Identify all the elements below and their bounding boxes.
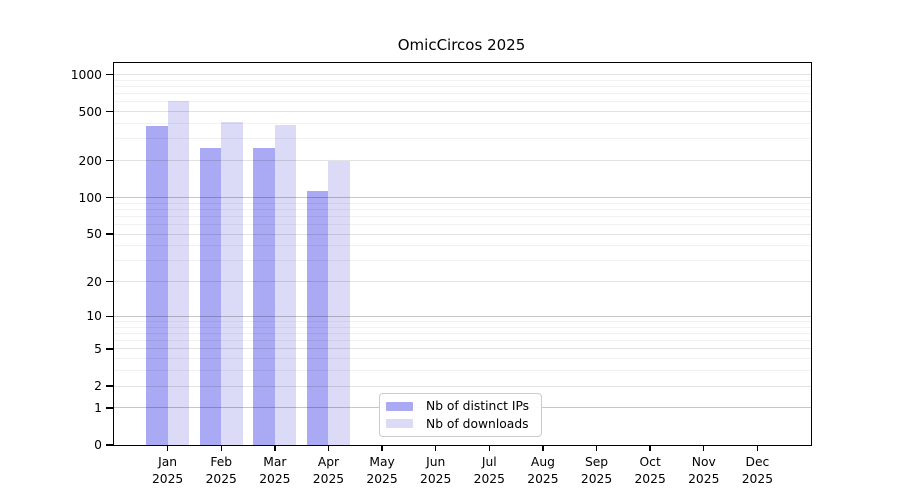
legend-item-distinct-ips: Nb of distinct IPs: [386, 399, 535, 413]
chart-title: OmicCircos 2025: [397, 36, 526, 54]
x-axis-tick-label: Aug 2025: [527, 455, 559, 486]
x-axis-tick-label: Nov 2025: [688, 455, 720, 486]
gridline-y-3: [114, 370, 811, 372]
legend: Nb of distinct IPs Nb of downloads: [379, 393, 542, 437]
x-axis-tick: [381, 445, 383, 451]
bar-nb-of-distinct-ips-apr: [306, 191, 329, 445]
gridline-y-400: [114, 123, 811, 125]
gridline-y-500: [114, 111, 811, 113]
y-axis-tick-label: 10: [86, 309, 102, 324]
x-axis-tick-label: Feb 2025: [205, 455, 237, 486]
y-axis-tick-label: 2: [94, 379, 102, 394]
gridline-y-8: [114, 326, 811, 328]
y-axis-tick-label: 500: [78, 104, 102, 119]
grid-layer: [114, 63, 811, 445]
y-axis-tick: [106, 73, 113, 76]
x-axis-tick: [220, 445, 222, 451]
gridline-y-5: [114, 348, 811, 350]
bar-nb-of-distinct-ips-mar: [253, 147, 275, 445]
bar-nb-of-downloads-mar: [274, 124, 297, 445]
x-axis-tick: [166, 445, 169, 451]
gridline-y-50: [114, 233, 811, 235]
legend-label-downloads: Nb of downloads: [426, 416, 529, 431]
x-axis-tick: [488, 445, 490, 451]
x-axis-tick: [542, 445, 544, 451]
y-axis-tick-label: 1: [94, 400, 102, 415]
gridline-y-7: [114, 332, 811, 334]
y-axis-tick-label: 50: [86, 227, 102, 242]
legend-label-distinct-ips: Nb of distinct IPs: [426, 399, 530, 414]
legend-swatch-distinct-ips: [386, 401, 413, 412]
y-axis-tick-label: 5: [94, 341, 102, 356]
gridline-y-700: [114, 93, 811, 95]
y-axis-tick: [106, 110, 113, 113]
gridline-y-9: [114, 321, 811, 323]
y-axis-tick: [106, 348, 113, 350]
x-axis-tick: [595, 445, 598, 451]
gridline-y-800: [114, 85, 811, 87]
x-axis-tick-label: Jan 2025: [151, 455, 184, 486]
y-axis-tick-label: 200: [78, 153, 102, 168]
gridline-y-4: [114, 358, 811, 360]
y-axis-tick: [106, 444, 113, 446]
legend-item-downloads: Nb of downloads: [386, 417, 535, 431]
x-axis-tick-label: Sep 2025: [580, 455, 613, 486]
gridline-y-10: [114, 315, 811, 317]
x-axis-tick: [756, 445, 759, 451]
gridline-y-20: [114, 281, 811, 283]
x-axis-tick-label: Jul 2025: [473, 455, 505, 486]
x-axis-tick-label: May 2025: [366, 455, 398, 486]
x-axis-tick: [327, 445, 330, 451]
y-axis-tick-label: 1000: [70, 67, 102, 82]
gridline-y-900: [114, 79, 811, 81]
y-axis-tick: [106, 196, 113, 199]
gridline-y-600: [114, 101, 811, 103]
gridline-y-100: [114, 197, 811, 199]
gridline-y-6: [114, 340, 811, 342]
bar-nb-of-downloads-apr: [328, 160, 350, 445]
x-axis-tick: [434, 445, 437, 451]
gridline-y-300: [114, 138, 811, 140]
gridline-y-60: [114, 224, 811, 226]
gridline-y-1000: [114, 74, 811, 76]
gridline-y-70: [114, 215, 811, 217]
gridline-y-80: [114, 208, 811, 210]
x-axis-tick: [703, 445, 705, 451]
y-axis-tick-label: 0: [94, 438, 102, 452]
y-axis-tick: [106, 315, 113, 318]
y-axis-tick: [106, 159, 113, 162]
bar-nb-of-downloads-feb: [221, 121, 243, 445]
y-axis-tick: [106, 385, 113, 387]
gridline-y-2: [114, 385, 811, 387]
bar-nb-of-distinct-ips-feb: [199, 147, 222, 445]
gridline-y-40: [114, 245, 811, 247]
x-axis-tick-label: Mar 2025: [259, 455, 291, 486]
legend-swatch-downloads: [386, 418, 413, 429]
y-axis-tick-label: 100: [78, 190, 102, 205]
bar-nb-of-downloads-jan: [167, 101, 190, 445]
y-axis-tick: [106, 233, 113, 235]
x-axis-tick: [274, 445, 276, 451]
y-axis-tick: [106, 407, 113, 409]
axis-layer: 0 1 2 5 10 20 50 100 200 500 1000 Jan 2025 Feb 2025 Mar…: [71, 63, 811, 486]
plot-area: 0 1 2 5 10 20 50 100 200 500 1000 Jan 2025 Feb 2025 Mar…: [71, 62, 812, 486]
bar-nb-of-distinct-ips-jan: [146, 125, 168, 445]
gridline-y-200: [114, 160, 811, 162]
x-axis-tick-label: Dec 2025: [741, 455, 774, 486]
x-axis-tick-label: Jun 2025: [420, 455, 452, 486]
y-axis-tick-label: 20: [86, 274, 102, 289]
x-axis-tick: [649, 445, 651, 451]
x-axis-tick-label: Oct 2025: [634, 455, 666, 486]
gridline-y-30: [114, 260, 811, 262]
y-axis-tick: [106, 281, 113, 283]
gridline-y-90: [114, 202, 811, 204]
x-axis-tick-label: Apr 2025: [312, 455, 345, 486]
bars-layer: [114, 63, 811, 445]
